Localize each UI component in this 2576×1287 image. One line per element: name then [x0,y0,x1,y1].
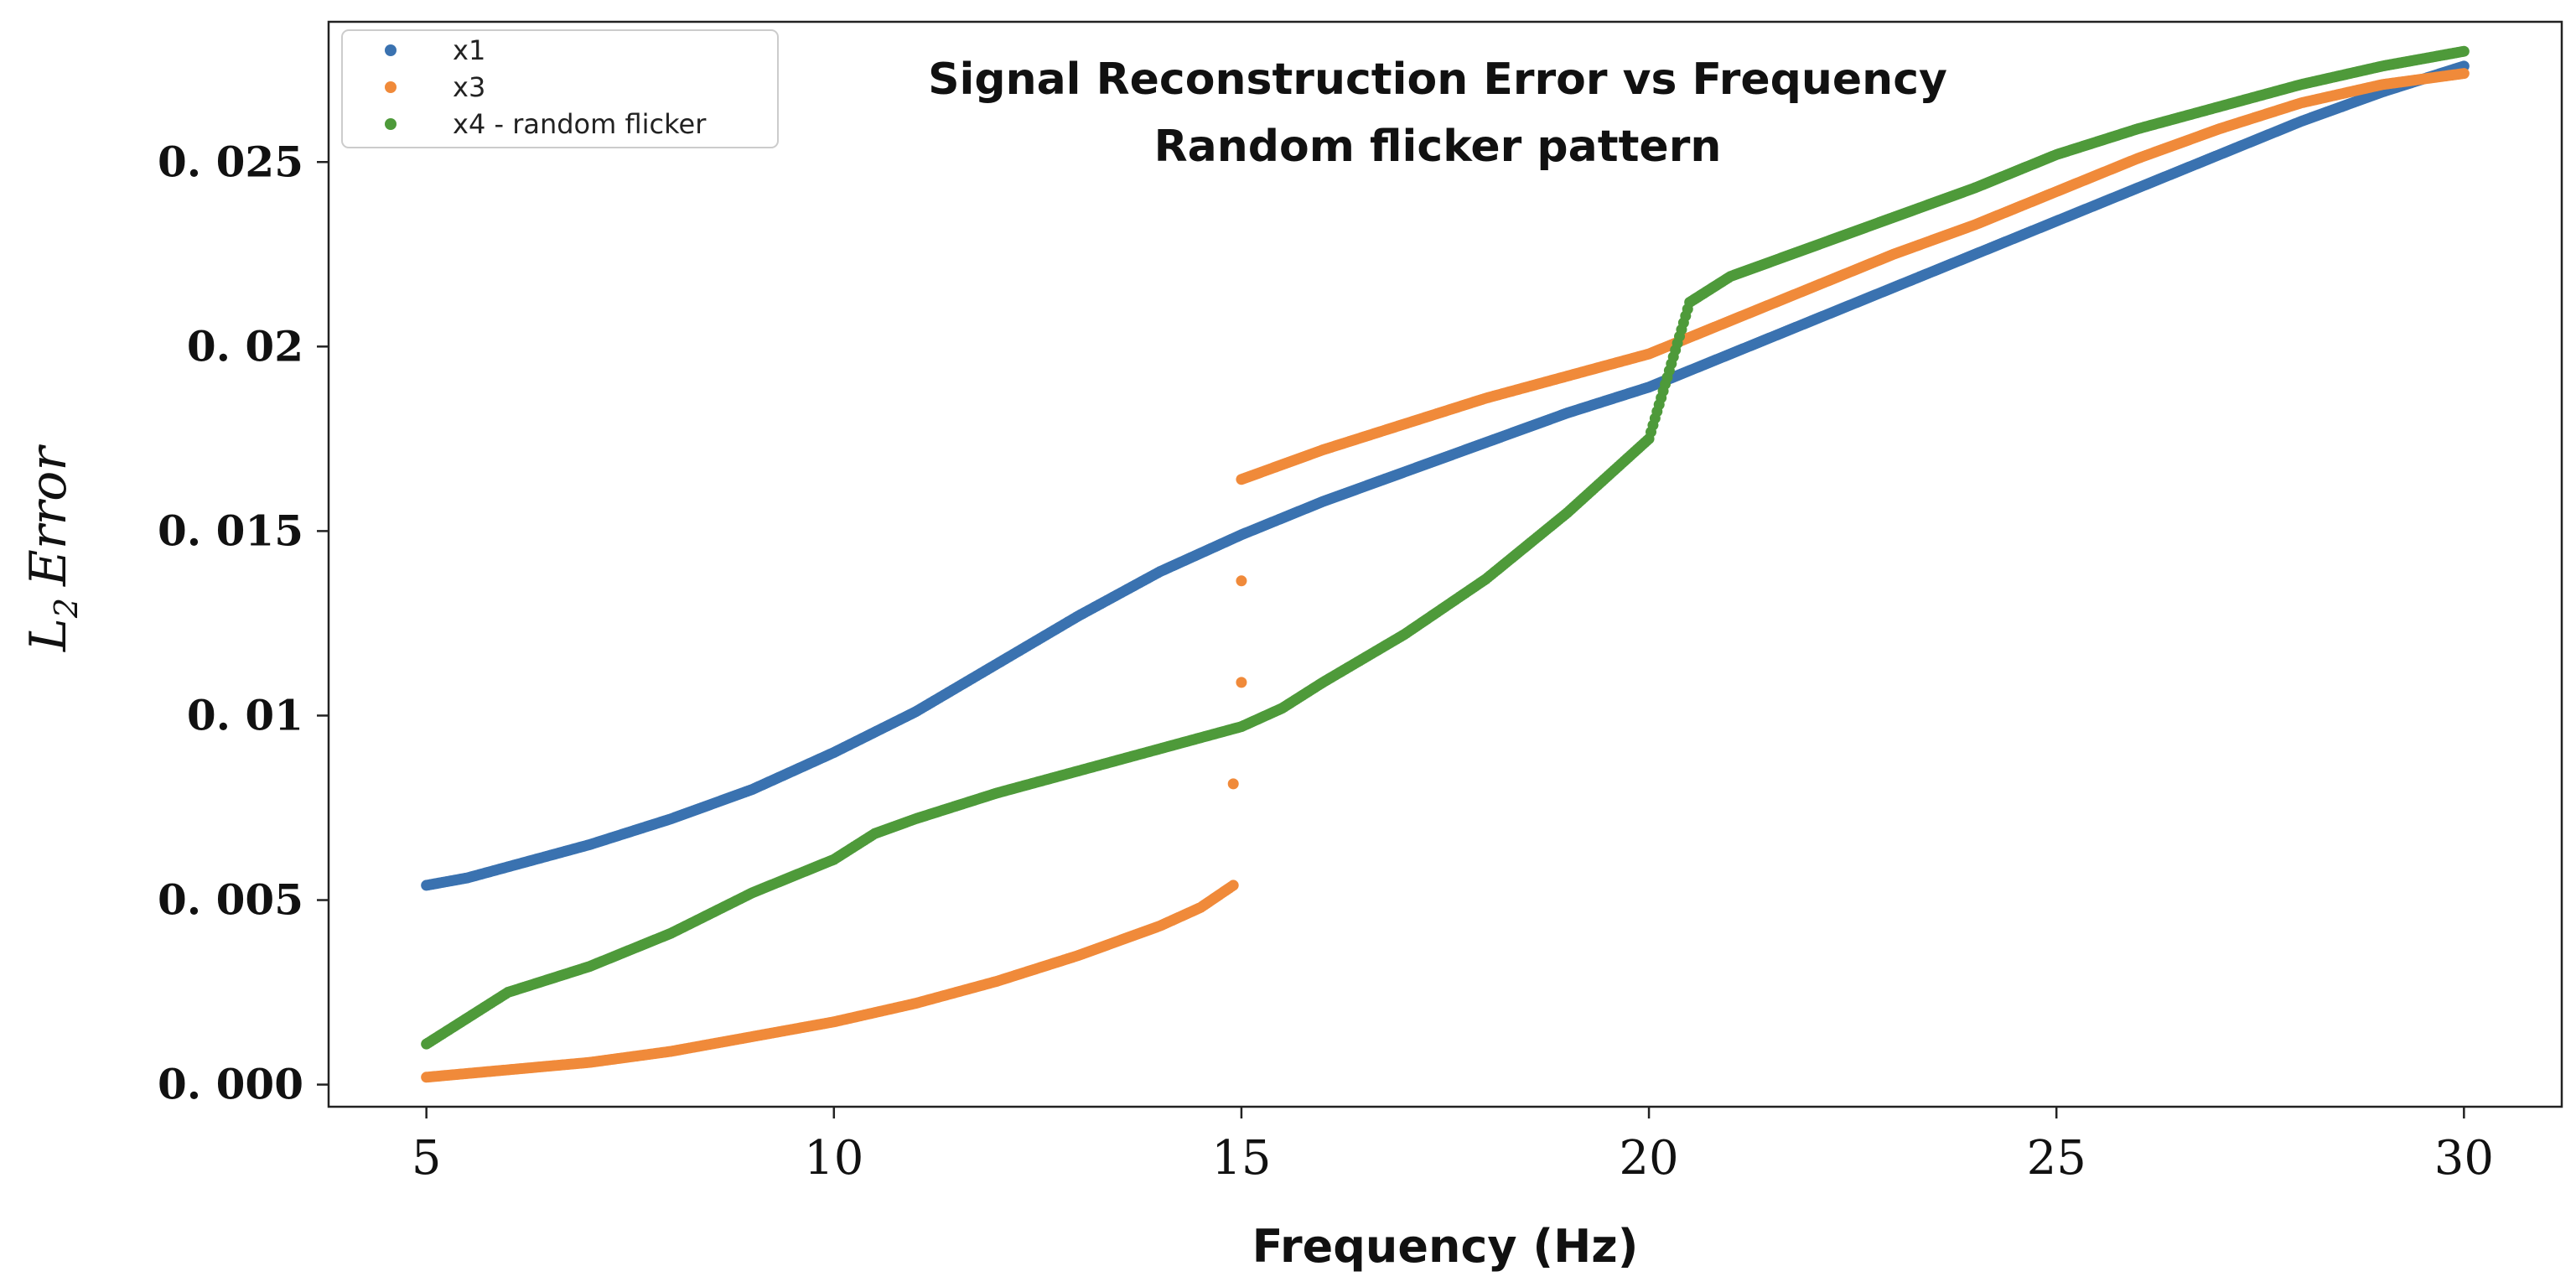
y-axis-label-main: L [19,618,78,652]
data-point [1236,677,1247,688]
y-axis-label-rest: Error [19,444,78,587]
x-tick-label: 30 [2434,1131,2494,1186]
y-tick-label: 0. 02 [187,321,303,371]
legend-marker-x3 [385,81,397,93]
y-tick-label: 0. 000 [158,1060,303,1109]
legend-marker-x4 [385,118,397,130]
x-axis-label: Frequency (Hz) [1252,1220,1639,1273]
svg-text:L2Error: L2 Error [19,444,85,652]
data-point [1236,575,1247,587]
legend: x1 x3 x4 - random flicker [341,29,779,148]
series-layer [421,45,2470,1083]
legend-label-x4: x4 - random flicker [453,108,707,140]
legend-label-x1: x1 [453,34,485,66]
series-3 [421,45,2470,1050]
chart-subtitle: Random flicker pattern [1154,122,1722,172]
x-tick-label: 5 [412,1131,442,1186]
legend-marker-x1 [385,44,397,56]
x-tick-label: 20 [1619,1131,1678,1186]
x-tick-label: 25 [2027,1131,2086,1186]
data-point [2458,68,2470,80]
data-point [2458,45,2470,57]
y-axis-label-subscript: 2 [48,598,85,619]
series-1 [421,60,2470,891]
data-point [1227,880,1239,891]
y-tick-label: 0. 005 [158,875,303,925]
legend-box [341,29,779,148]
axis-layer: 5 10 15 20 25 30 0. 000 0. 005 0. 01 0. 015 0. 02 0… [158,137,2494,1186]
x-tick-label: 10 [804,1131,863,1186]
y-tick-label: 0. 025 [158,137,303,186]
chart-title: Signal Reconstruction Error vs Frequency [928,54,1947,105]
series-2 [421,68,2470,1083]
legend-label-x3: x3 [453,71,485,103]
y-tick-label: 0. 015 [158,506,303,555]
y-tick-label: 0. 01 [187,690,303,740]
y-axis-label: L2 Error [19,444,85,652]
data-point [1227,778,1239,790]
plot-area [327,20,2563,1108]
x-tick-label: 15 [1211,1131,1271,1186]
